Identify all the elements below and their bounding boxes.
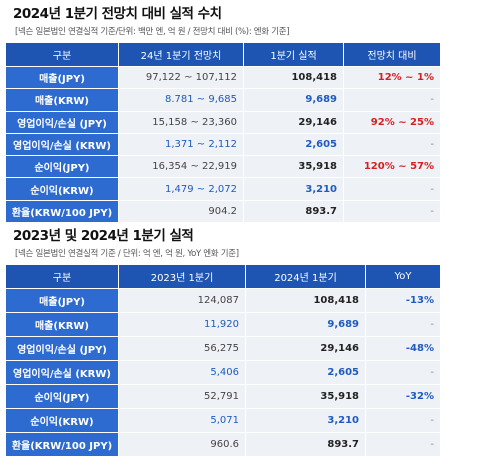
table-row: 영업이익/손실 (KRW) 5,406 2,605- (5, 360, 441, 385)
cell: 120% ~ 57% (343, 155, 441, 179)
cell: - (343, 88, 441, 112)
cell: 97,122 ~ 107,112 (118, 65, 244, 90)
cell: 9,689 (245, 312, 366, 337)
header-cell: 2024년 1분기 (245, 264, 366, 289)
header-cell: 1분기 실적 (243, 42, 344, 67)
section-title: 2023년 및 2024년 1분기 실적 (13, 228, 194, 244)
cell: 11,920 (118, 312, 246, 337)
row-label: 순이익(JPY) (5, 155, 119, 179)
data-table: 구분 24년 1분기 전망치 1분기 실적 전망치 대비 매출(JPY) 97,122 ~… (5, 42, 441, 224)
cell: 35,918 (245, 384, 366, 409)
section-subtitle: [넥슨 일본법인 연결실적 기준 / 단위: 억 엔, 억 원, YoY 엔화 … (15, 249, 239, 259)
cell: 29,146 (243, 110, 344, 134)
cell: -13% (365, 288, 441, 313)
cell: 3,210 (243, 177, 344, 201)
row-label: 매출(JPY) (5, 288, 119, 313)
cell: 1,479 ~ 2,072 (118, 177, 244, 201)
cell: -32% (365, 384, 441, 409)
row-label: 매출(KRW) (5, 312, 119, 337)
data-table: 구분 2023년 1분기 2024년 1분기 YoY 매출(JPY) 124,087 108… (5, 264, 441, 457)
row-label: 순이익(JPY) (5, 384, 119, 409)
table-row: 영업이익/손실 (JPY) 56,275 29,146 -48% (5, 336, 441, 361)
cell: - (365, 408, 441, 433)
section: 2023년 및 2024년 1분기 실적 [넥슨 일본법인 연결실적 기준 / 단… (5, 224, 441, 457)
row-label: 매출(JPY) (5, 65, 119, 90)
table-row: 매출(KRW) 8.781 ~ 9,685 9,689- (5, 88, 441, 112)
cell: 2,605 (245, 360, 366, 385)
header-cell: YoY (365, 264, 441, 289)
header-cell: 2023년 1분기 (118, 264, 246, 289)
table-row: 매출(JPY) 97,122 ~ 107,112 108,418 12% ~ 1% (5, 65, 441, 90)
cell: 5,406 (118, 360, 246, 385)
cell: 56,275 (118, 336, 246, 361)
cell: - (343, 199, 441, 224)
cell: -48% (365, 336, 441, 361)
row-label: 환율(KRW/100 JPY) (5, 432, 119, 457)
cell: 52,791 (118, 384, 246, 409)
cell: 108,418 (243, 65, 344, 90)
row-label: 영업이익/손실 (KRW) (5, 360, 119, 385)
table-row: 순이익(KRW) 5,071 3,210- (5, 408, 441, 433)
cell: 893.7 (243, 199, 344, 224)
cell: 92% ~ 25% (343, 110, 441, 134)
cell: 15,158 ~ 23,360 (118, 110, 244, 134)
cell: 108,418 (245, 288, 366, 313)
cell: - (343, 177, 441, 201)
cell: 12% ~ 1% (343, 65, 441, 90)
row-label: 영업이익/손실 (KRW) (5, 132, 119, 157)
cell: 3,210 (245, 408, 366, 433)
table-row: 환율(KRW/100 JPY) 960.6 893.7- (5, 432, 441, 457)
cell: 29,146 (245, 336, 366, 361)
table-row: 매출(JPY) 124,087 108,418 -13% (5, 288, 441, 313)
cell: - (365, 432, 441, 457)
row-label: 매출(KRW) (5, 88, 119, 112)
cell: 2,605 (243, 132, 344, 157)
cell: 9,689 (243, 88, 344, 112)
row-label: 영업이익/손실 (JPY) (5, 110, 119, 134)
table-row: 순이익(KRW) 1,479 ~ 2,072 3,210- (5, 177, 441, 201)
cell: - (365, 312, 441, 337)
section-title: 2024년 1분기 전망치 대비 실적 수치 (13, 6, 222, 22)
cell: - (365, 360, 441, 385)
header-cell: 전망치 대비 (343, 42, 441, 67)
header-row: 구분 24년 1분기 전망치 1분기 실적 전망치 대비 (5, 42, 441, 67)
cell: 1,371 ~ 2,112 (118, 132, 244, 157)
section-subtitle: [넥슨 일본법인 연결실적 기준/단위: 백만 엔, 억 원 / 전망치 대비 … (15, 27, 290, 37)
cell: 16,354 ~ 22,919 (118, 155, 244, 179)
header-cell: 구분 (5, 264, 119, 289)
table-row: 순이익(JPY) 16,354 ~ 22,919 35,918 120% ~ 57% (5, 155, 441, 179)
header-cell: 24년 1분기 전망치 (118, 42, 244, 67)
row-label: 영업이익/손실 (JPY) (5, 336, 119, 361)
table-row: 매출(KRW) 11,920 9,689- (5, 312, 441, 337)
table-row: 환율(KRW/100 JPY) 904.2 893.7- (5, 199, 441, 224)
row-label: 환율(KRW/100 JPY) (5, 199, 119, 224)
cell: 5,071 (118, 408, 246, 433)
row-label: 순이익(KRW) (5, 177, 119, 201)
cell: 893.7 (245, 432, 366, 457)
cell: 8.781 ~ 9,685 (118, 88, 244, 112)
table-row: 영업이익/손실 (KRW) 1,371 ~ 2,112 2,605- (5, 132, 441, 157)
header-cell: 구분 (5, 42, 119, 67)
table-row: 순이익(JPY) 52,791 35,918 -32% (5, 384, 441, 409)
row-label: 순이익(KRW) (5, 408, 119, 433)
cell: - (343, 132, 441, 157)
section: 2024년 1분기 전망치 대비 실적 수치 [넥슨 일본법인 연결실적 기준/단… (5, 2, 441, 224)
cell: 124,087 (118, 288, 246, 313)
table-row: 영업이익/손실 (JPY) 15,158 ~ 23,360 29,146 92% ~ … (5, 110, 441, 134)
cell: 960.6 (118, 432, 246, 457)
cell: 35,918 (243, 155, 344, 179)
header-row: 구분 2023년 1분기 2024년 1분기 YoY (5, 264, 441, 289)
cell: 904.2 (118, 199, 244, 224)
